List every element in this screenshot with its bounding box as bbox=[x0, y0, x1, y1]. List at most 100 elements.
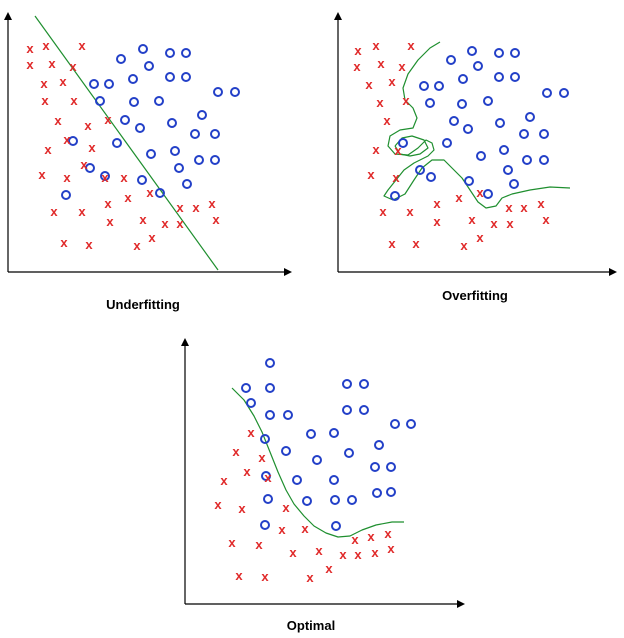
class-o-point bbox=[292, 475, 302, 485]
class-o-point bbox=[457, 99, 467, 109]
class-o-point bbox=[120, 115, 130, 125]
class-o-point bbox=[398, 138, 408, 148]
class-x-point: x bbox=[84, 118, 92, 133]
class-o-point bbox=[463, 124, 473, 134]
class-x-point: x bbox=[124, 190, 132, 205]
panel-1-marks: x x xx x xx xx xxx xx xx xx x xx x xx x x x xx x xx bbox=[353, 38, 571, 253]
class-o-point bbox=[154, 96, 164, 106]
class-x-point: x bbox=[44, 142, 52, 157]
decision-boundary bbox=[34, 15, 219, 271]
class-o-point bbox=[331, 521, 341, 531]
class-o-point bbox=[95, 96, 105, 106]
class-x-point: x bbox=[50, 204, 58, 219]
class-x-point: x bbox=[407, 38, 415, 53]
class-x-point: x bbox=[377, 56, 385, 71]
class-o-point bbox=[167, 118, 177, 128]
class-o-point bbox=[374, 440, 384, 450]
class-o-point bbox=[68, 136, 78, 146]
class-o-point bbox=[104, 79, 114, 89]
class-x-point: x bbox=[433, 196, 441, 211]
class-x-point: x bbox=[63, 170, 71, 185]
class-x-point: x bbox=[506, 216, 514, 231]
class-o-point bbox=[464, 176, 474, 186]
class-o-point bbox=[499, 145, 509, 155]
class-o-point bbox=[519, 129, 529, 139]
class-x-point: x bbox=[176, 200, 184, 215]
class-x-point: x bbox=[388, 74, 396, 89]
class-o-point bbox=[476, 151, 486, 161]
class-o-point bbox=[483, 96, 493, 106]
class-x-point: x bbox=[398, 59, 406, 74]
class-x-point: x bbox=[402, 93, 410, 108]
class-o-point bbox=[312, 455, 322, 465]
class-o-point bbox=[170, 146, 180, 156]
class-o-point bbox=[494, 72, 504, 82]
class-o-point bbox=[182, 179, 192, 189]
class-o-point bbox=[415, 165, 425, 175]
class-x-point: x bbox=[133, 238, 141, 253]
class-o-point bbox=[260, 520, 270, 530]
class-o-point bbox=[494, 48, 504, 58]
panel-title: Underfitting bbox=[106, 297, 180, 312]
class-o-point bbox=[386, 462, 396, 472]
class-x-point: x bbox=[104, 112, 112, 127]
class-o-point bbox=[197, 110, 207, 120]
class-x-point: x bbox=[433, 214, 441, 229]
class-o-point bbox=[370, 462, 380, 472]
class-x-point: x bbox=[371, 545, 379, 560]
class-x-point: x bbox=[468, 212, 476, 227]
class-o-point bbox=[425, 98, 435, 108]
class-o-point bbox=[85, 163, 95, 173]
class-o-point bbox=[230, 87, 240, 97]
panel-title: Overfitting bbox=[442, 288, 508, 303]
class-o-point bbox=[359, 379, 369, 389]
class-x-point: x bbox=[476, 185, 484, 200]
class-o-point bbox=[473, 61, 483, 71]
class-x-point: x bbox=[315, 543, 323, 558]
class-o-point bbox=[146, 149, 156, 159]
class-o-point bbox=[155, 188, 165, 198]
class-o-point bbox=[446, 55, 456, 65]
class-x-point: x bbox=[238, 501, 246, 516]
panel-0-marks: x x xx x xx xx xx x xxx xxx x x xx xx x xx x xx x x x xx x xx bbox=[26, 15, 240, 271]
class-x-point: x bbox=[289, 545, 297, 560]
class-x-point: x bbox=[394, 143, 402, 158]
class-o-point bbox=[342, 405, 352, 415]
class-o-point bbox=[165, 48, 175, 58]
class-x-point: x bbox=[104, 196, 112, 211]
class-x-point: x bbox=[78, 204, 86, 219]
class-o-point bbox=[458, 74, 468, 84]
class-o-point bbox=[265, 410, 275, 420]
class-x-point: x bbox=[69, 59, 77, 74]
class-o-point bbox=[129, 97, 139, 107]
decision-boundary bbox=[231, 387, 404, 538]
class-x-point: x bbox=[367, 167, 375, 182]
class-x-point: x bbox=[278, 522, 286, 537]
class-x-point: x bbox=[264, 470, 272, 485]
class-o-point bbox=[210, 155, 220, 165]
class-o-point bbox=[260, 434, 270, 444]
class-o-point bbox=[128, 74, 138, 84]
class-x-point: x bbox=[325, 561, 333, 576]
class-o-point bbox=[194, 155, 204, 165]
panel-underfitting: x x xx x xx xx xx x xxx xxx x x xx xx x xx x xx x x x xx x xx U… bbox=[4, 12, 292, 312]
class-o-point bbox=[539, 129, 549, 139]
class-o-point bbox=[281, 446, 291, 456]
class-x-point: x bbox=[212, 212, 220, 227]
class-x-point: x bbox=[537, 196, 545, 211]
class-x-point: x bbox=[387, 541, 395, 556]
class-x-point: x bbox=[460, 238, 468, 253]
class-x-point: x bbox=[146, 185, 154, 200]
class-x-point: x bbox=[406, 204, 414, 219]
class-o-point bbox=[406, 419, 416, 429]
class-x-point: x bbox=[379, 204, 387, 219]
class-o-point bbox=[344, 448, 354, 458]
class-x-point: x bbox=[106, 214, 114, 229]
class-o-point bbox=[525, 112, 535, 122]
panel-overfitting: x x xx x xx xx xxx xx xx xx x xx x xx x x x xx x xx Overfit… bbox=[334, 12, 617, 303]
class-x-point: x bbox=[505, 200, 513, 215]
class-x-point: x bbox=[63, 132, 71, 147]
class-o-point bbox=[503, 165, 513, 175]
class-o-point bbox=[390, 419, 400, 429]
class-o-point bbox=[61, 190, 71, 200]
